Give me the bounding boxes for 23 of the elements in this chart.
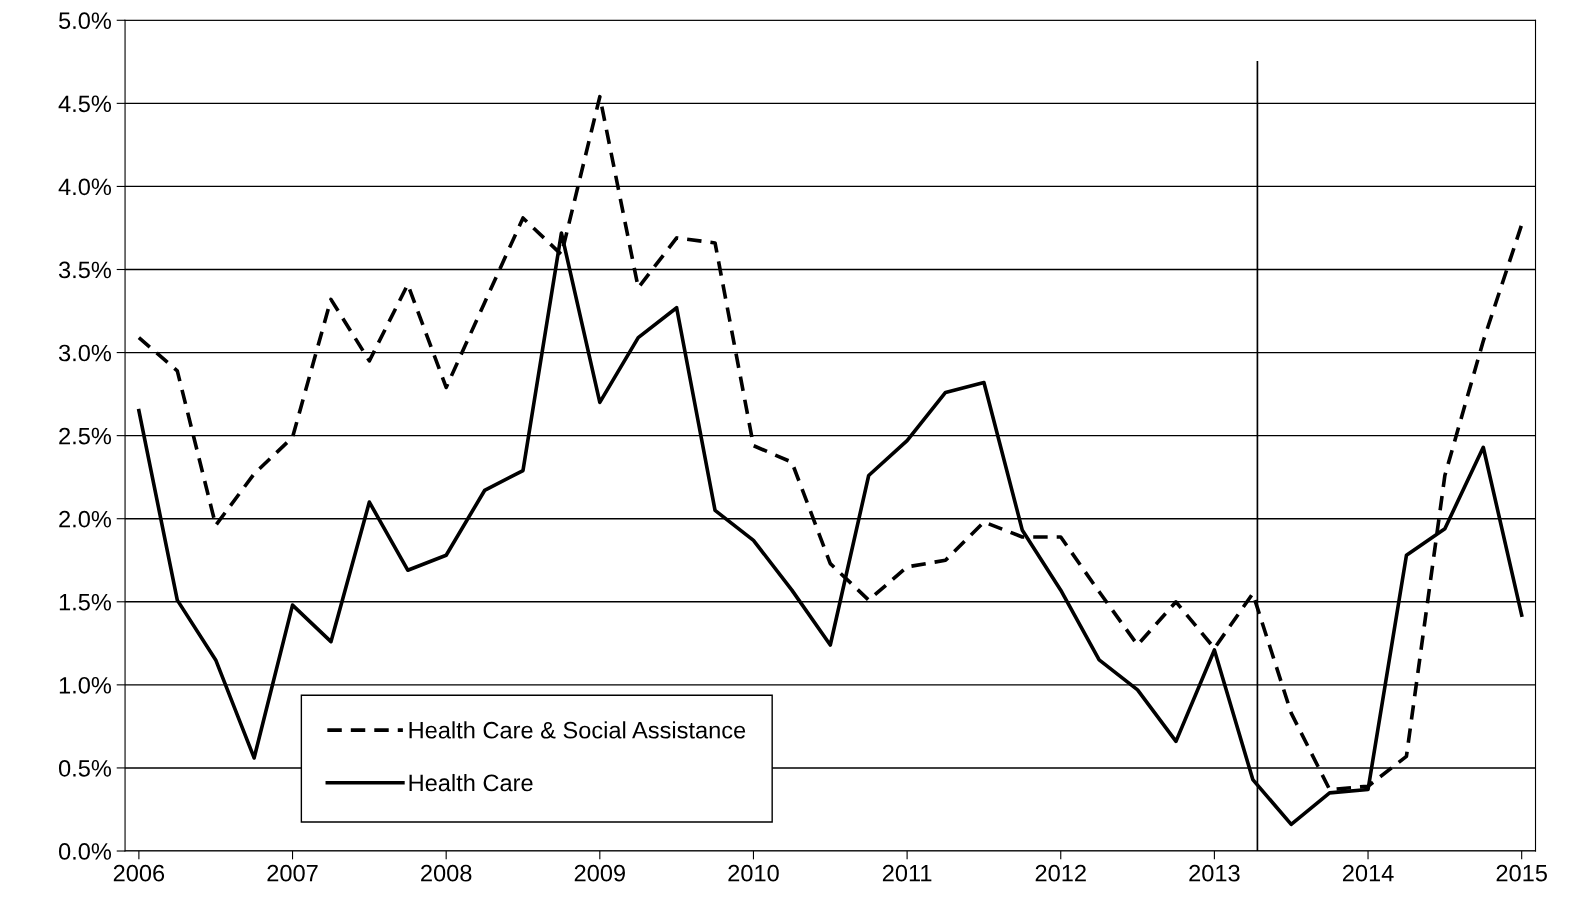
y-tick-label: 0.0% (58, 843, 112, 860)
legend-label: Health Care (409, 773, 533, 792)
y-tick-label: 0.5% (58, 760, 112, 777)
y-tick-label: 4.0% (58, 178, 112, 196)
x-tick-label: 2009 (574, 864, 625, 882)
x-tick-label: 2007 (267, 864, 318, 882)
legend-label: Health Care & Social Assistance (409, 721, 746, 739)
y-tick-label: 2.5% (59, 427, 112, 445)
x-tick-label: 2012 (1035, 864, 1086, 882)
x-tick-label: 2011 (882, 864, 932, 882)
y-tick-label: 5.0% (58, 12, 112, 30)
x-tick-label: 2006 (113, 864, 165, 882)
x-tick-label: 2013 (1189, 864, 1240, 882)
y-tick-label: 2.0% (59, 510, 112, 528)
y-tick-label: 3.0% (58, 344, 112, 362)
x-tick-label: 2014 (1342, 864, 1394, 882)
y-tick-label: 3.5% (58, 261, 112, 279)
y-tick-label: 1.0% (59, 676, 112, 694)
x-tick-label: 2010 (728, 864, 779, 882)
y-tick-label: 1.5% (59, 593, 112, 611)
x-tick-label: 2008 (421, 864, 472, 882)
y-tick-label: 4.5% (58, 95, 112, 113)
x-tick-label: 2015 (1496, 864, 1547, 882)
